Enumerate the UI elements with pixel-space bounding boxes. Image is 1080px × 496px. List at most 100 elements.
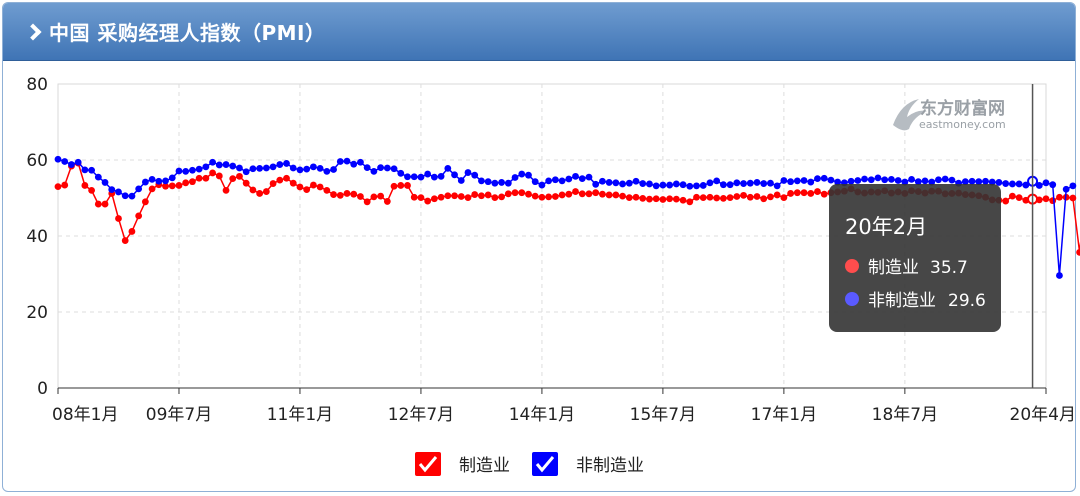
data-point: [88, 187, 96, 194]
x-tick-label: 11年1月: [267, 405, 333, 425]
y-tick-label: 80: [26, 75, 48, 95]
data-point: [1035, 196, 1043, 204]
data-point: [1049, 181, 1057, 189]
data-point: [61, 158, 69, 165]
data-point: [820, 190, 828, 198]
panel-title: 中国 采购经理人指数（PMI）: [49, 21, 326, 45]
x-tick-label: 20年4月: [1010, 405, 1076, 425]
data-point: [827, 176, 835, 184]
legend-checkbox-manufacturing[interactable]: [415, 452, 441, 476]
data-point: [74, 158, 82, 166]
legend-item-nonmanufacturing[interactable]: 非制造业: [532, 452, 644, 476]
data-point: [531, 178, 539, 186]
data-point: [289, 179, 297, 187]
data-point: [222, 187, 230, 194]
data-point: [995, 179, 1003, 186]
data-point: [1015, 194, 1023, 202]
data-point: [276, 161, 284, 168]
data-point: [565, 190, 573, 198]
data-point: [941, 175, 949, 183]
watermark-cn: 东方财富网: [920, 98, 1005, 119]
data-point: [726, 181, 734, 189]
eastmoney-watermark: 东方财富网 eastmoney.com: [893, 98, 1006, 131]
tooltip-label-nonmanufacturing: 非制造业: [868, 291, 936, 311]
data-point: [215, 172, 223, 180]
data-point: [316, 164, 324, 172]
data-point: [175, 182, 183, 189]
data-point: [908, 175, 915, 183]
x-tick-label: 08年1月: [52, 405, 118, 425]
data-point: [101, 200, 109, 208]
data-point: [693, 193, 700, 201]
data-point: [182, 179, 190, 187]
data-point: [585, 190, 593, 198]
data-point: [948, 176, 956, 184]
data-point: [525, 171, 532, 179]
data-point: [478, 177, 485, 185]
data-point: [350, 190, 358, 198]
legend-checkbox-nonmanufacturing[interactable]: [532, 452, 558, 476]
checkmark-icon: [535, 456, 555, 473]
data-point: [968, 177, 976, 185]
data-point: [88, 166, 96, 174]
data-point: [94, 200, 102, 208]
data-point: [54, 183, 62, 191]
data-point: [370, 168, 378, 175]
data-point: [115, 215, 122, 222]
data-point: [746, 193, 754, 201]
data-point: [303, 186, 311, 194]
data-point: [551, 176, 559, 184]
data-point: [787, 190, 794, 197]
data-point: [1002, 197, 1010, 205]
data-point: [148, 175, 156, 183]
data-point: [605, 191, 613, 199]
data-point: [209, 158, 216, 166]
data-point: [276, 176, 284, 184]
data-point: [464, 194, 472, 202]
data-point: [706, 193, 714, 201]
x-tick-label: 15年7月: [630, 405, 696, 425]
data-point: [323, 187, 331, 194]
data-point: [726, 194, 734, 202]
data-point: [740, 180, 747, 187]
data-point: [518, 170, 526, 178]
data-point: [740, 191, 747, 199]
data-point: [215, 161, 223, 169]
data-point: [800, 189, 808, 197]
data-point: [330, 166, 337, 173]
data-point: [457, 177, 465, 184]
data-point: [410, 173, 418, 181]
data-point: [249, 186, 257, 194]
data-point: [572, 188, 579, 195]
data-point: [484, 191, 492, 199]
data-point: [135, 212, 143, 220]
data-point: [538, 193, 546, 201]
legend-label-manufacturing: 制造业: [459, 456, 510, 476]
data-point: [162, 177, 169, 185]
data-point: [793, 189, 801, 197]
legend-item-manufacturing[interactable]: 制造业: [415, 452, 510, 476]
data-point: [632, 177, 640, 185]
data-point: [592, 180, 600, 188]
series-nonmanufacturing: [54, 155, 1077, 279]
data-point: [652, 195, 660, 203]
data-point: [666, 181, 674, 189]
data-point: [780, 177, 788, 184]
data-point: [189, 178, 196, 186]
data-point: [753, 193, 761, 200]
data-point: [901, 178, 909, 186]
data-point: [444, 192, 452, 200]
data-point: [115, 188, 122, 196]
data-point: [713, 177, 721, 185]
data-point: [437, 172, 445, 180]
data-point: [592, 189, 600, 197]
data-point: [451, 192, 458, 200]
data-point: [921, 177, 929, 185]
data-point: [101, 179, 109, 186]
data-point: [773, 191, 781, 199]
data-point: [242, 168, 250, 176]
data-point: [1062, 185, 1070, 193]
data-point: [256, 164, 264, 172]
data-point: [363, 198, 371, 206]
data-point: [1008, 180, 1016, 188]
